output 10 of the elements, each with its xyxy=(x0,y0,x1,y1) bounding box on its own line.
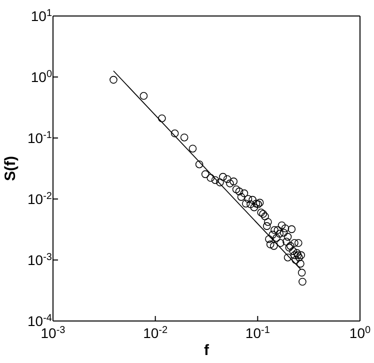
y-tick-label: 10$^{0}$ xyxy=(30,68,52,85)
x-axis-title: f xyxy=(204,342,210,359)
y-axis-title: S(f) xyxy=(2,156,19,181)
y-tick-label: 10$^{-3}$ xyxy=(28,252,52,268)
y-tick-label: 10$^{-1}$ xyxy=(28,130,52,146)
x-tick-label: 10$^{-1}$ xyxy=(245,324,270,341)
x-tick-label: 10$^{0}$ xyxy=(349,324,372,341)
y-tick-label: 10$^{-2}$ xyxy=(28,190,52,207)
x-tick-label: 10$^{-2}$ xyxy=(143,324,168,341)
y-tick-label: 10$^{1}$ xyxy=(30,8,52,24)
